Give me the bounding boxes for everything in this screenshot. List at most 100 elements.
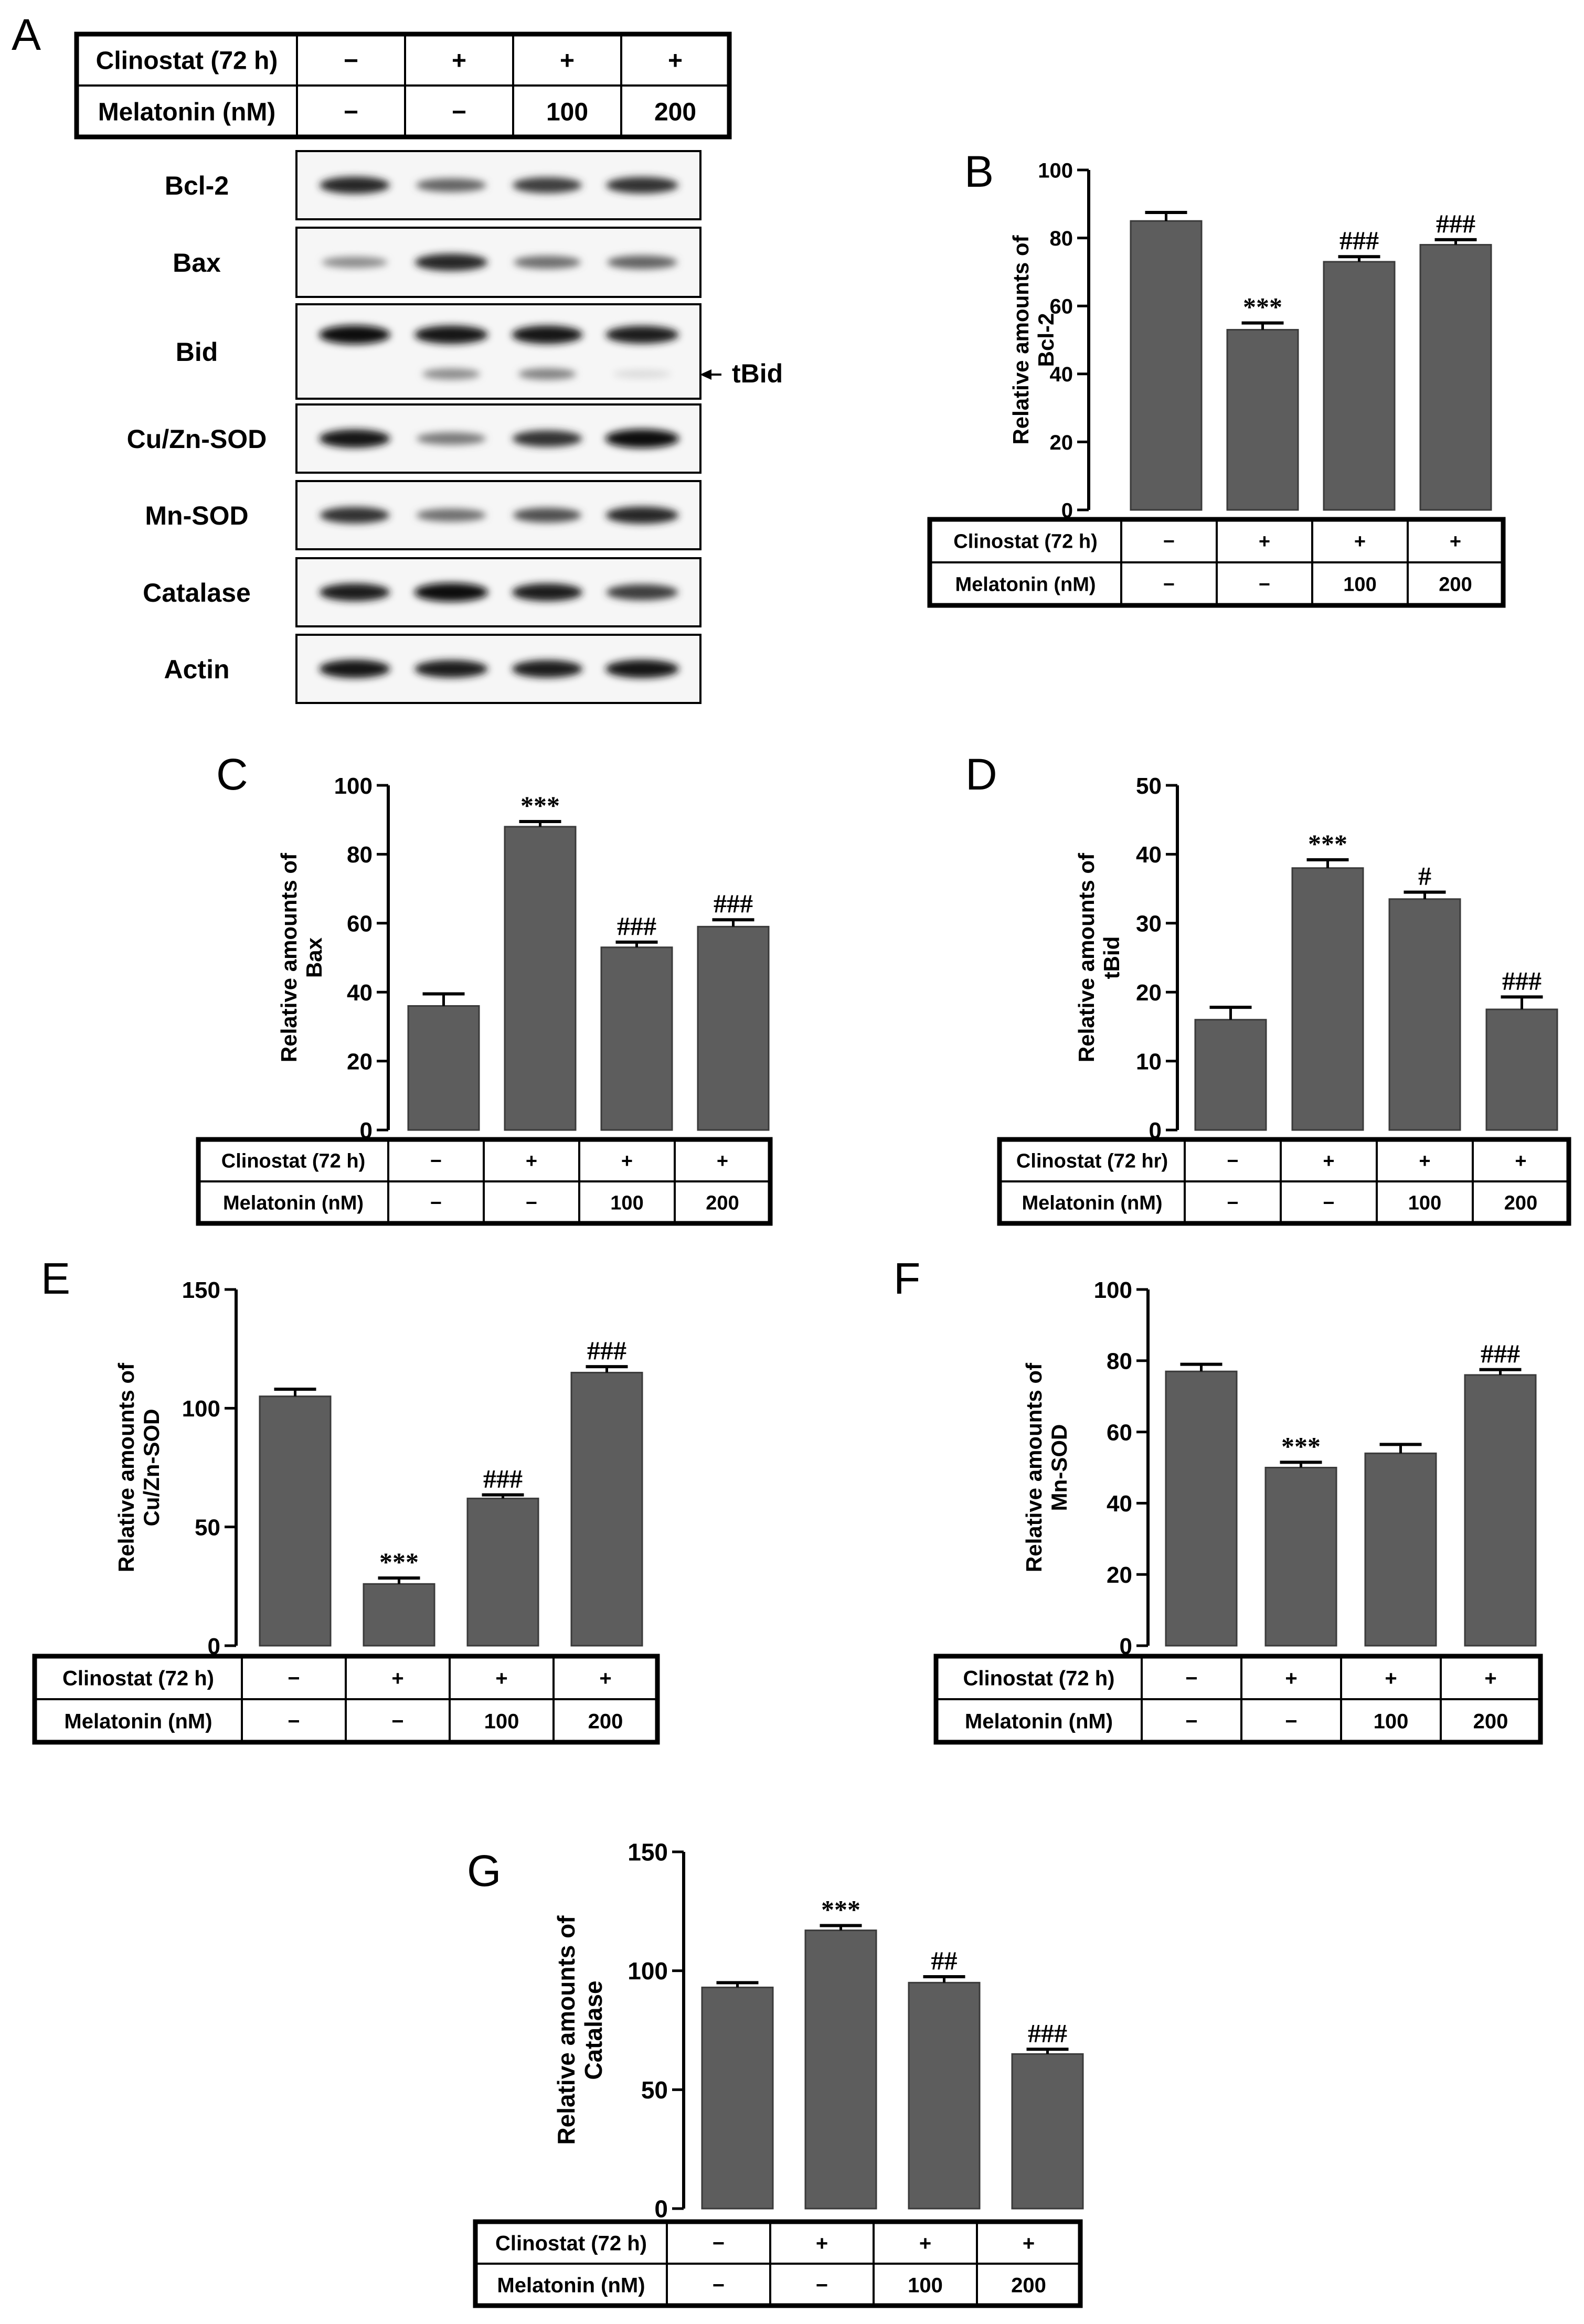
panel-b-y-tick-label: 100: [1038, 159, 1073, 182]
panel-d-y-title-line: tBid: [1099, 936, 1124, 979]
panel-f-cell: 100: [1374, 1710, 1409, 1733]
blot-label: Bax: [173, 248, 221, 278]
blot-band: [319, 325, 390, 344]
blot-band: [414, 583, 488, 602]
panel-e-cell: 200: [588, 1710, 623, 1733]
blot-band: [606, 584, 678, 601]
panel-f-bar: [1264, 1467, 1337, 1647]
panel-f-significance: ***: [1281, 1431, 1321, 1461]
panel-g-y-title-line: Catalase: [580, 1980, 607, 2080]
panel-e-row-label: Melatonin (nM): [64, 1710, 212, 1733]
panel-c-cell: −: [526, 1192, 537, 1214]
panel-g-y-title-line: Relative amounts of: [552, 1915, 580, 2145]
panel-b-cell: 100: [1343, 574, 1376, 596]
panel-c-y-tick-label: 60: [347, 911, 373, 937]
panel-c-cell: 200: [706, 1192, 739, 1214]
panel-b-significance: ###: [1340, 226, 1379, 255]
blot-band: [414, 660, 488, 678]
blot-band: [319, 659, 390, 678]
panel-b-row-label: Melatonin (nM): [955, 574, 1096, 596]
panel-f-cell: −: [1185, 1710, 1197, 1733]
panel-d-y-tick-label: 10: [1136, 1049, 1162, 1074]
panel-g-row-label: Melatonin (nM): [497, 2274, 645, 2297]
panel-c-cell: +: [621, 1150, 633, 1172]
panel-c-y-tick-label: 80: [347, 842, 373, 868]
panel-e-cell: −: [288, 1667, 300, 1690]
panel-g-significance: ##: [931, 1946, 958, 1975]
panel-c-significance: ###: [714, 889, 753, 918]
panel-c-significance: ###: [617, 911, 656, 941]
panel-b-y-title-line: Relative amounts of: [1008, 234, 1033, 444]
panel-g-row-label: Clinostat (72 h): [495, 2232, 647, 2255]
panel-f-row-label: Melatonin (nM): [965, 1710, 1113, 1733]
blot-band: [512, 583, 583, 601]
panel-d-bar: [1485, 1008, 1558, 1131]
panel-c-bar: [407, 1005, 480, 1131]
panel-f-y-tick-label: 20: [1107, 1562, 1132, 1588]
panel-b-cell: −: [1259, 574, 1270, 596]
panel-g-y-tick-label: 0: [654, 2195, 668, 2223]
panel-a-cell: 200: [654, 98, 696, 126]
panel-g: G 0 50 100 150 Relative amounts ofCatalase ***…: [467, 1839, 1084, 2308]
blot-band: [606, 177, 678, 194]
blot-band: [320, 507, 390, 524]
panel-b-cell: +: [1259, 531, 1270, 553]
panel-b-cell: −: [1163, 531, 1175, 553]
panel-d-cell: +: [1323, 1150, 1334, 1172]
panel-c-cell: +: [526, 1150, 537, 1172]
panel-e-y-title: Relative amounts ofCu/Zn-SOD: [114, 1362, 164, 1572]
panel-g-y-tick-label: 150: [628, 1839, 668, 1866]
panel-c-bar: [600, 946, 673, 1131]
panel-c-cell: 100: [610, 1192, 643, 1214]
panel-c-y-title: Relative amounts ofBax: [277, 852, 326, 1062]
panel-b-bar: [1226, 329, 1299, 511]
panel-a-cell: −: [452, 98, 466, 126]
blot-label: Bcl-2: [165, 171, 229, 200]
panel-e-row-label: Clinostat (72 h): [62, 1667, 214, 1690]
panel-e-bar: [570, 1371, 643, 1647]
panel-g-significance: ***: [821, 1895, 860, 1924]
panel-f-y-title-line: Relative amounts of: [1022, 1362, 1046, 1572]
panel-b-cell: +: [1354, 531, 1366, 553]
panel-c-label: C: [216, 750, 248, 799]
blot-label: Cu/Zn-SOD: [127, 424, 267, 454]
blot-label: Bid: [176, 337, 218, 367]
blot-frame: [295, 303, 701, 400]
panel-b-cell: −: [1163, 574, 1175, 596]
panel-d-cell: −: [1323, 1192, 1334, 1214]
panel-a: A Clinostat (72 h) − + + + Melatonin (nM) − − 100…: [12, 10, 783, 704]
panel-e-bar: [259, 1395, 332, 1647]
panel-c-y-title-line: Bax: [302, 937, 326, 978]
blot-band: [322, 257, 388, 268]
panel-b-y-tick-label: 80: [1050, 227, 1073, 250]
panel-d-y-tick-label: 40: [1136, 842, 1162, 868]
panel-a-row-label: Clinostat (72 h): [96, 47, 278, 74]
panel-d-cell: +: [1419, 1150, 1430, 1172]
panel-d-significance: ***: [1308, 829, 1347, 858]
blot-band: [605, 326, 679, 344]
panel-b-y-title-line: Bcl-2: [1034, 313, 1058, 367]
blot-band: [416, 178, 486, 193]
panel-e-cell: −: [391, 1710, 403, 1733]
panel-b-bar: [1323, 261, 1396, 511]
blot-band: [513, 177, 582, 194]
panel-b-significance: ###: [1436, 209, 1475, 238]
panel-d-y-tick-label: 30: [1136, 911, 1162, 937]
panel-d-bar: [1194, 1019, 1267, 1131]
panel-d-cell: −: [1227, 1192, 1238, 1214]
panel-g-y-tick-label: 50: [641, 2076, 668, 2104]
panel-d-cell: +: [1515, 1150, 1526, 1172]
panel-g-cell: +: [1023, 2232, 1035, 2255]
panel-a-label: A: [12, 10, 41, 59]
panel-g-y-tick-label: 100: [628, 1957, 668, 1985]
panel-d-y-title-line: Relative amounts of: [1074, 852, 1099, 1062]
panel-b-bar: [1130, 220, 1203, 511]
panel-d-significance: ###: [1502, 966, 1542, 995]
tbid-band: [613, 369, 671, 379]
panel-f-bar: [1165, 1370, 1238, 1647]
panel-c-row-label: Clinostat (72 h): [221, 1150, 365, 1172]
panel-b-y-tick-label: 60: [1050, 295, 1073, 318]
panel-b: B 0 20 40 60 80 100 Relative amounts ofBcl-2 ***…: [927, 147, 1506, 608]
